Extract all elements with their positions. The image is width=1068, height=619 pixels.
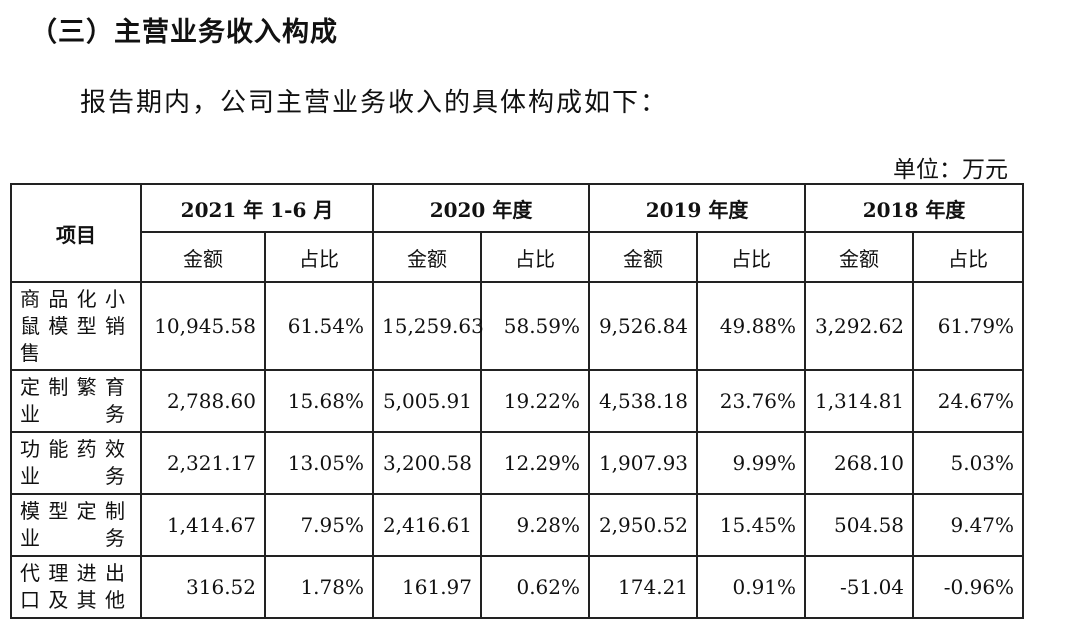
cell-amount: 1,414.67 [140,493,266,557]
cell-amount: 5,005.91 [372,369,482,433]
cell-ratio: 5.03% [912,431,1025,495]
cell-ratio: 58.59% [479,281,591,371]
amount-header: 金额 [140,231,266,283]
ratio-header: 占比 [479,231,591,283]
cell-ratio: 13.05% [264,431,374,495]
revenue-table: 项目 2021 年 1-6 月 2020 年度 2019 年度 2018 年度 … [10,183,1025,619]
period-header: 2020 年度 [371,183,591,233]
table-row: 代理进出口及其他 316.52 1.78% 161.97 0.62% 174.2… [10,555,1025,619]
cell-amount: 504.58 [804,493,915,557]
cell-ratio: 9.99% [696,431,807,495]
cell-ratio: 12.29% [479,431,591,495]
row-label: 商品化小鼠模型销售 [20,286,128,365]
ratio-header: 占比 [696,231,807,283]
intro-text: 报告期内，公司主营业务收入的具体构成如下： [80,88,669,118]
cell-ratio: 61.79% [912,281,1025,371]
cell-amount: 2,788.60 [140,369,266,433]
cell-amount: 1,907.93 [588,431,699,495]
header-row-metrics: 金额 占比 金额 占比 金额 占比 金额 占比 [11,231,1025,283]
table-row: 定制繁育业务 2,788.60 15.68% 5,005.91 19.22% 4… [10,369,1025,433]
cell-ratio: 0.91% [696,555,807,619]
row-label: 模型定制业务 [20,499,128,550]
cell-amount: 2,416.61 [372,493,482,557]
cell-ratio: 15.68% [264,369,374,433]
amount-header: 金额 [588,231,699,283]
section-title: （三）主营业务收入构成 [30,17,338,48]
cell-amount: 316.52 [140,555,266,619]
cell-ratio: 23.76% [696,369,807,433]
cell-amount: 268.10 [804,431,915,495]
cell-ratio: 9.47% [912,493,1025,557]
period-header: 2021 年 1-6 月 [140,183,374,233]
cell-amount: 161.97 [372,555,482,619]
cell-ratio: 9.28% [479,493,591,557]
row-label: 功能药效业务 [20,437,128,488]
cell-ratio: 1.78% [264,555,374,619]
cell-amount: 1,314.81 [804,369,915,433]
cell-amount: 174.21 [588,555,699,619]
cell-amount: -51.04 [804,555,915,619]
cell-amount: 4,538.18 [588,369,699,433]
item-header: 项目 [10,183,142,283]
amount-header: 金额 [804,231,915,283]
cell-amount: 10,945.58 [140,281,266,371]
cell-ratio: -0.96% [912,555,1025,619]
table-row: 功能药效业务 2,321.17 13.05% 3,200.58 12.29% 1… [10,431,1025,495]
cell-ratio: 19.22% [479,369,591,433]
cell-ratio: 24.67% [912,369,1025,433]
cell-amount: 2,950.52 [588,493,699,557]
row-label: 定制繁育业务 [20,375,128,426]
ratio-header: 占比 [264,231,374,283]
table-row: 商品化小鼠模型销售 10,945.58 61.54% 15,259.63 58.… [10,281,1025,371]
cell-ratio: 7.95% [264,493,374,557]
period-header: 2019 年度 [588,183,807,233]
unit-label: 单位：万元 [893,157,1008,183]
amount-header: 金额 [372,231,482,283]
cell-ratio: 15.45% [696,493,807,557]
cell-amount: 3,292.62 [804,281,915,371]
cell-amount: 9,526.84 [588,281,699,371]
cell-ratio: 49.88% [696,281,807,371]
ratio-header: 占比 [912,231,1025,283]
cell-ratio: 0.62% [479,555,591,619]
cell-amount: 3,200.58 [372,431,482,495]
period-header: 2018 年度 [804,183,1025,233]
cell-amount: 15,259.63 [372,281,484,371]
cell-amount: 2,321.17 [140,431,266,495]
cell-ratio: 61.54% [264,281,374,371]
table-row: 模型定制业务 1,414.67 7.95% 2,416.61 9.28% 2,9… [10,493,1025,557]
row-label: 代理进出口及其他 [20,561,128,612]
header-row-periods: 项目 2021 年 1-6 月 2020 年度 2019 年度 2018 年度 [10,183,1025,283]
